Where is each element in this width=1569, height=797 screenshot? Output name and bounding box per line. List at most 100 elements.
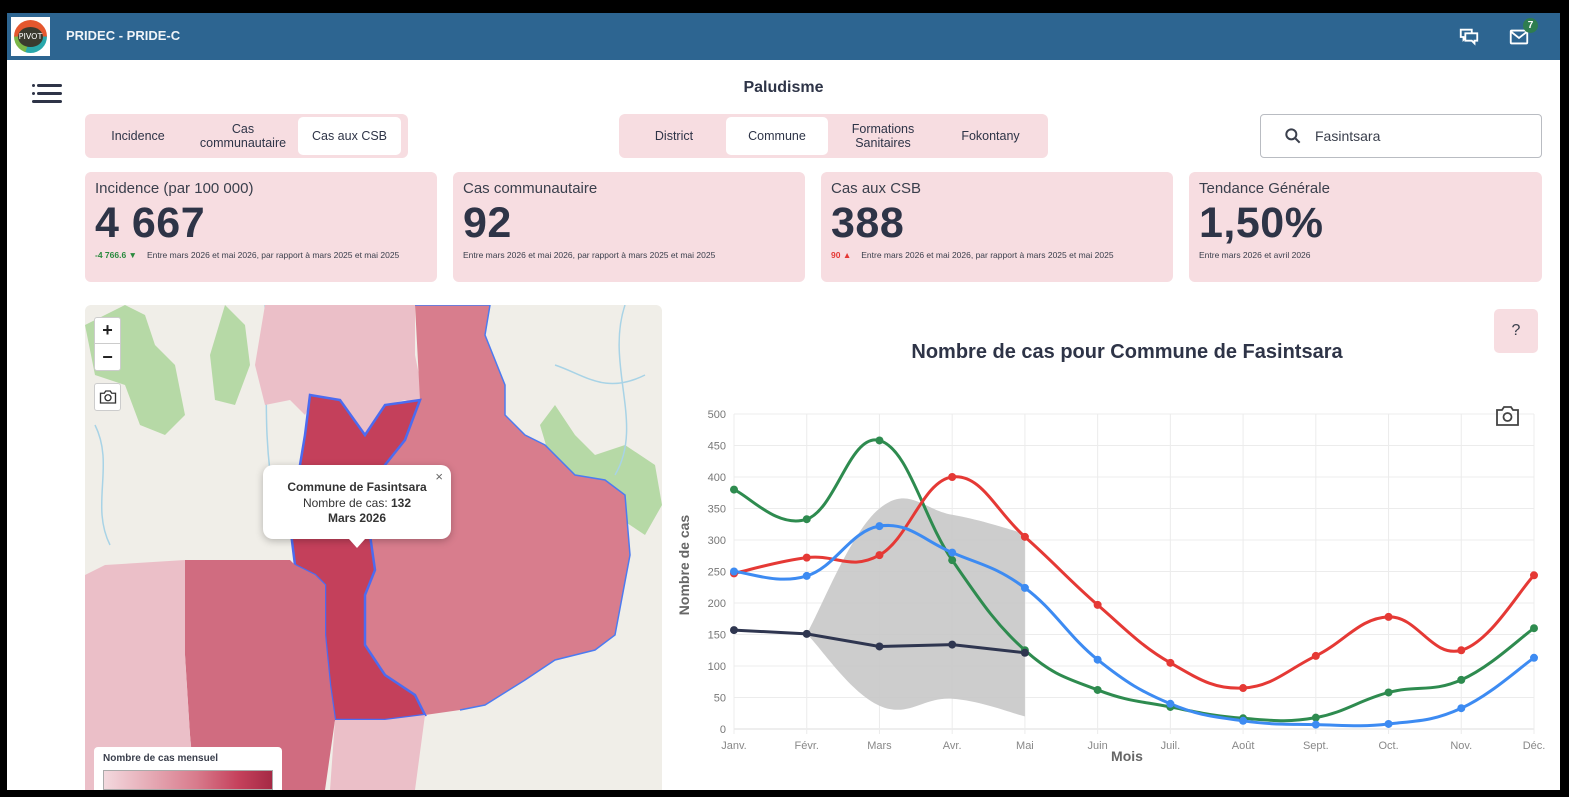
- x-tick-label: Févr.: [795, 740, 819, 752]
- popup-close-icon[interactable]: ×: [435, 469, 443, 484]
- search-input[interactable]: [1315, 128, 1515, 144]
- kpi-incidence: Incidence (par 100 000) 4 667 -4 766.6 ▼…: [85, 172, 437, 282]
- green-series-point[interactable]: [1457, 675, 1466, 684]
- red-series-point[interactable]: [1093, 600, 1102, 609]
- red-series-point[interactable]: [1457, 646, 1466, 655]
- map-legend: Nombre de cas mensuel: [94, 747, 282, 790]
- current-year-series-point[interactable]: [1020, 648, 1029, 657]
- tab-fokontany[interactable]: Fokontany: [961, 128, 1020, 143]
- tab-incidence[interactable]: Incidence: [111, 128, 165, 143]
- hamburger-menu-icon[interactable]: [32, 82, 62, 106]
- blue-series-point[interactable]: [1457, 704, 1466, 713]
- green-series-point[interactable]: [1384, 688, 1393, 697]
- y-tick-label: 300: [708, 535, 726, 547]
- kpi-cas-aux-csb: Cas aux CSB 388 90 ▲ Entre mars 2026 et …: [821, 172, 1173, 282]
- expected-range-band: [806, 498, 1025, 717]
- blue-series-point[interactable]: [802, 571, 811, 580]
- red-series-point[interactable]: [1311, 651, 1320, 660]
- x-axis-label: Mois: [1111, 748, 1143, 764]
- current-year-series-point[interactable]: [802, 629, 811, 638]
- mail-badge: 7: [1523, 18, 1538, 33]
- tab-cas-aux-csb[interactable]: Cas aux CSB: [298, 117, 401, 155]
- region-north[interactable]: [255, 305, 425, 435]
- blue-series-point[interactable]: [1166, 699, 1175, 708]
- blue-series-point[interactable]: [730, 567, 738, 576]
- app-logo[interactable]: PIVOT: [11, 17, 50, 56]
- tab-formations-sanitaires[interactable]: Formations Sanitaires: [851, 121, 915, 150]
- kpi-label: Tendance Générale: [1199, 180, 1330, 197]
- tab-cas-communautaire[interactable]: Cas communautaire: [199, 121, 287, 150]
- page-title: Paludisme: [743, 79, 824, 96]
- red-series-point[interactable]: [1020, 532, 1029, 541]
- x-tick-label: Janv.: [721, 740, 746, 752]
- region-east[interactable]: [365, 305, 630, 715]
- red-series-point[interactable]: [948, 473, 957, 481]
- region-west[interactable]: [85, 560, 195, 790]
- y-tick-label: 250: [708, 567, 726, 579]
- blue-series-point[interactable]: [1020, 583, 1029, 592]
- y-axis-label: Nombre de cas: [676, 515, 692, 616]
- blue-series-point[interactable]: [948, 548, 957, 557]
- blue-series-point[interactable]: [1384, 719, 1393, 728]
- y-tick-label: 500: [708, 409, 726, 421]
- logo-text: PIVOT: [18, 26, 43, 47]
- kpi-note: Entre mars 2026 et mai 2026, par rapport…: [861, 250, 1114, 260]
- chart-screenshot-button[interactable]: [1496, 406, 1519, 426]
- blue-series-point[interactable]: [1530, 653, 1538, 662]
- chat-bubbles-icon[interactable]: [1458, 26, 1480, 48]
- x-tick-label: Avr.: [943, 740, 962, 752]
- current-year-series-point[interactable]: [730, 626, 738, 635]
- kpi-value: 1,50%: [1199, 199, 1324, 247]
- blue-series-point[interactable]: [1093, 655, 1102, 664]
- x-tick-label: Mars: [867, 740, 892, 752]
- red-series-point[interactable]: [875, 551, 884, 560]
- kpi-note: Entre mars 2026 et mai 2026, par rapport…: [463, 250, 716, 260]
- zoom-in-button[interactable]: +: [95, 318, 120, 344]
- red-series-point[interactable]: [1166, 658, 1175, 667]
- red-series-point[interactable]: [802, 553, 811, 562]
- kpi-label: Cas aux CSB: [831, 180, 922, 197]
- mail-icon: [1509, 29, 1529, 45]
- red-series-point[interactable]: [1530, 571, 1538, 580]
- blue-series-point[interactable]: [1239, 716, 1248, 725]
- popup-cases-value: 132: [391, 495, 412, 510]
- zoom-out-button[interactable]: −: [102, 346, 113, 367]
- green-series-point[interactable]: [948, 556, 957, 565]
- tab-commune[interactable]: Commune: [726, 117, 828, 155]
- popup-cases-label: Nombre de cas:: [302, 495, 391, 510]
- green-series-point[interactable]: [730, 485, 738, 494]
- legend-title: Nombre de cas mensuel: [103, 753, 219, 764]
- y-tick-label: 0: [720, 724, 726, 736]
- y-tick-label: 100: [708, 661, 726, 673]
- blue-series-point[interactable]: [875, 522, 884, 531]
- blue-series-point[interactable]: [1311, 720, 1320, 729]
- x-tick-label: Oct.: [1378, 740, 1398, 752]
- mail-button[interactable]: 7: [1508, 18, 1538, 48]
- region-south[interactable]: [330, 715, 425, 790]
- kpi-value: 388: [831, 199, 905, 247]
- kpi-cas-communautaire: Cas communautaire 92 Entre mars 2026 et …: [453, 172, 805, 282]
- chart-panel: ? Nombre de cas pour Commune de Fasintsa…: [667, 305, 1560, 790]
- map-canvas: [85, 305, 662, 790]
- x-tick-label: Juil.: [1161, 740, 1181, 752]
- app-frame: PIVOT PRIDEC - PRIDE-C 7 Paludisme Incid…: [7, 13, 1560, 790]
- current-year-series-point[interactable]: [875, 642, 884, 651]
- green-series-point[interactable]: [802, 515, 811, 524]
- y-tick-label: 50: [714, 693, 726, 705]
- map-screenshot-button[interactable]: [94, 383, 121, 411]
- current-year-series-point[interactable]: [948, 640, 957, 649]
- region-southwest[interactable]: [185, 560, 335, 790]
- green-series-point[interactable]: [875, 436, 884, 445]
- green-series-point[interactable]: [1093, 685, 1102, 694]
- zoom-controls: + −: [94, 317, 121, 371]
- red-series-point[interactable]: [1239, 684, 1248, 693]
- kpi-tendance-generale: Tendance Générale 1,50% Entre mars 2026 …: [1189, 172, 1542, 282]
- search-box[interactable]: [1260, 114, 1542, 158]
- help-button[interactable]: ?: [1494, 309, 1538, 353]
- choropleth-map[interactable]: + − × Commune de Fasintsara Nombre de ca…: [85, 305, 662, 790]
- green-series-point[interactable]: [1311, 713, 1320, 722]
- tab-district[interactable]: District: [654, 128, 694, 143]
- red-series-point[interactable]: [1384, 612, 1393, 621]
- x-tick-label: Mai: [1016, 740, 1034, 752]
- green-series-point[interactable]: [1530, 624, 1538, 633]
